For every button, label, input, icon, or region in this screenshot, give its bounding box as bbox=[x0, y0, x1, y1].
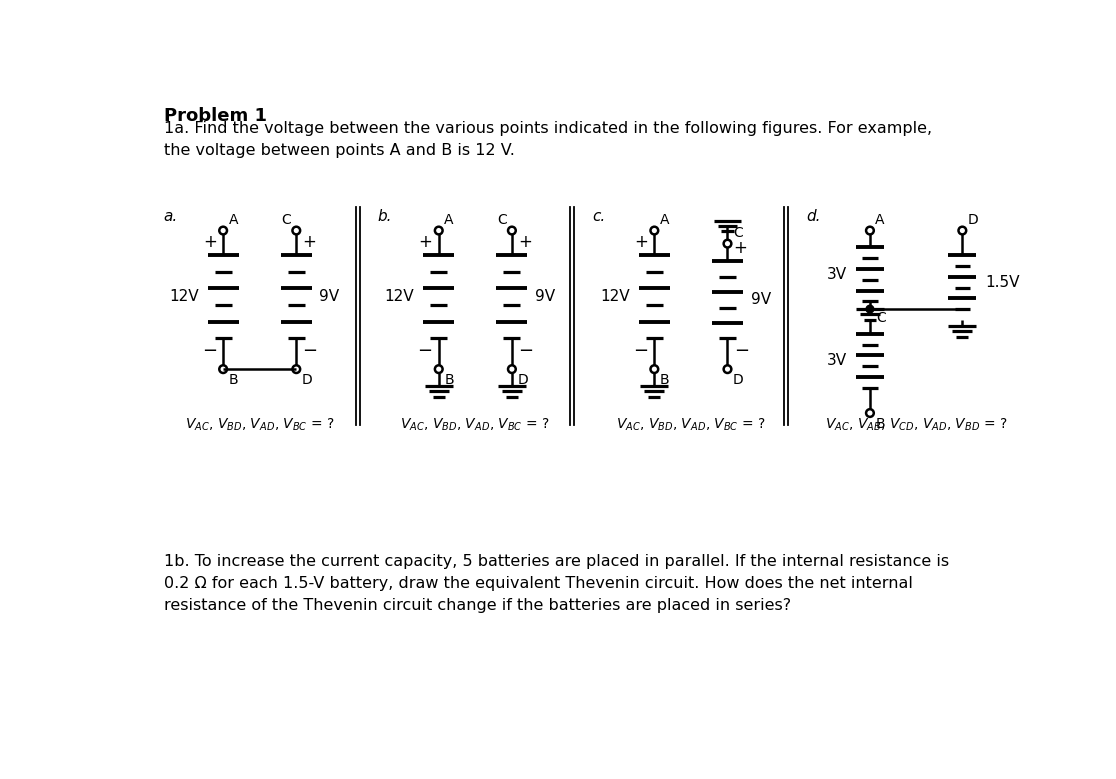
Circle shape bbox=[866, 305, 874, 313]
Text: d.: d. bbox=[806, 209, 820, 224]
Text: −: − bbox=[202, 342, 217, 360]
Text: B: B bbox=[229, 373, 238, 387]
Text: D: D bbox=[518, 373, 528, 387]
Text: 1b. To increase the current capacity, 5 batteries are placed in parallel. If the: 1b. To increase the current capacity, 5 … bbox=[164, 554, 949, 613]
Text: −: − bbox=[633, 342, 648, 360]
Text: $V_{AC}$, $V_{BD}$, $V_{AD}$, $V_{BC}$ = ?: $V_{AC}$, $V_{BD}$, $V_{AD}$, $V_{BC}$ =… bbox=[185, 417, 335, 433]
Text: B: B bbox=[660, 373, 670, 387]
Text: 12V: 12V bbox=[385, 289, 414, 305]
Text: 9V: 9V bbox=[319, 289, 339, 305]
Text: 3V: 3V bbox=[827, 353, 847, 368]
Text: 9V: 9V bbox=[751, 292, 771, 308]
Text: A: A bbox=[229, 213, 238, 227]
Text: 12V: 12V bbox=[169, 289, 199, 305]
Text: −: − bbox=[518, 342, 533, 360]
Text: D: D bbox=[733, 373, 743, 387]
Text: B: B bbox=[875, 417, 885, 431]
Text: 9V: 9V bbox=[535, 289, 555, 305]
Text: C: C bbox=[281, 213, 291, 227]
Text: a.: a. bbox=[164, 209, 179, 224]
Text: C: C bbox=[876, 312, 886, 326]
Text: D: D bbox=[301, 373, 312, 387]
Text: A: A bbox=[444, 213, 453, 227]
Text: −: − bbox=[417, 342, 433, 360]
Text: +: + bbox=[203, 233, 217, 251]
Text: +: + bbox=[733, 238, 748, 257]
Text: 12V: 12V bbox=[600, 289, 629, 305]
Text: −: − bbox=[302, 342, 318, 360]
Text: +: + bbox=[418, 233, 433, 251]
Text: A: A bbox=[875, 213, 885, 227]
Text: +: + bbox=[302, 233, 316, 251]
Text: $V_{AC}$, $V_{BD}$, $V_{AD}$, $V_{BC}$ = ?: $V_{AC}$, $V_{BD}$, $V_{AD}$, $V_{BC}$ =… bbox=[401, 417, 550, 433]
Text: B: B bbox=[444, 373, 454, 387]
Text: b.: b. bbox=[378, 209, 393, 224]
Text: A: A bbox=[660, 213, 670, 227]
Text: D: D bbox=[968, 213, 979, 227]
Text: +: + bbox=[634, 233, 648, 251]
Text: 3V: 3V bbox=[827, 267, 847, 282]
Text: C: C bbox=[497, 213, 507, 227]
Text: C: C bbox=[733, 226, 742, 240]
Text: c.: c. bbox=[591, 209, 605, 224]
Text: 1.5V: 1.5V bbox=[985, 275, 1020, 290]
Text: +: + bbox=[518, 233, 532, 251]
Text: −: − bbox=[733, 342, 749, 360]
Text: $V_{AC}$, $V_{AB}$, $V_{CD}$, $V_{AD}$, $V_{BD}$ = ?: $V_{AC}$, $V_{AB}$, $V_{CD}$, $V_{AD}$, … bbox=[825, 417, 1008, 433]
Text: Problem 1: Problem 1 bbox=[164, 108, 267, 125]
Text: 1a. Find the voltage between the various points indicated in the following figur: 1a. Find the voltage between the various… bbox=[164, 122, 932, 158]
Text: $V_{AC}$, $V_{BD}$, $V_{AD}$, $V_{BC}$ = ?: $V_{AC}$, $V_{BD}$, $V_{AD}$, $V_{BC}$ =… bbox=[616, 417, 766, 433]
